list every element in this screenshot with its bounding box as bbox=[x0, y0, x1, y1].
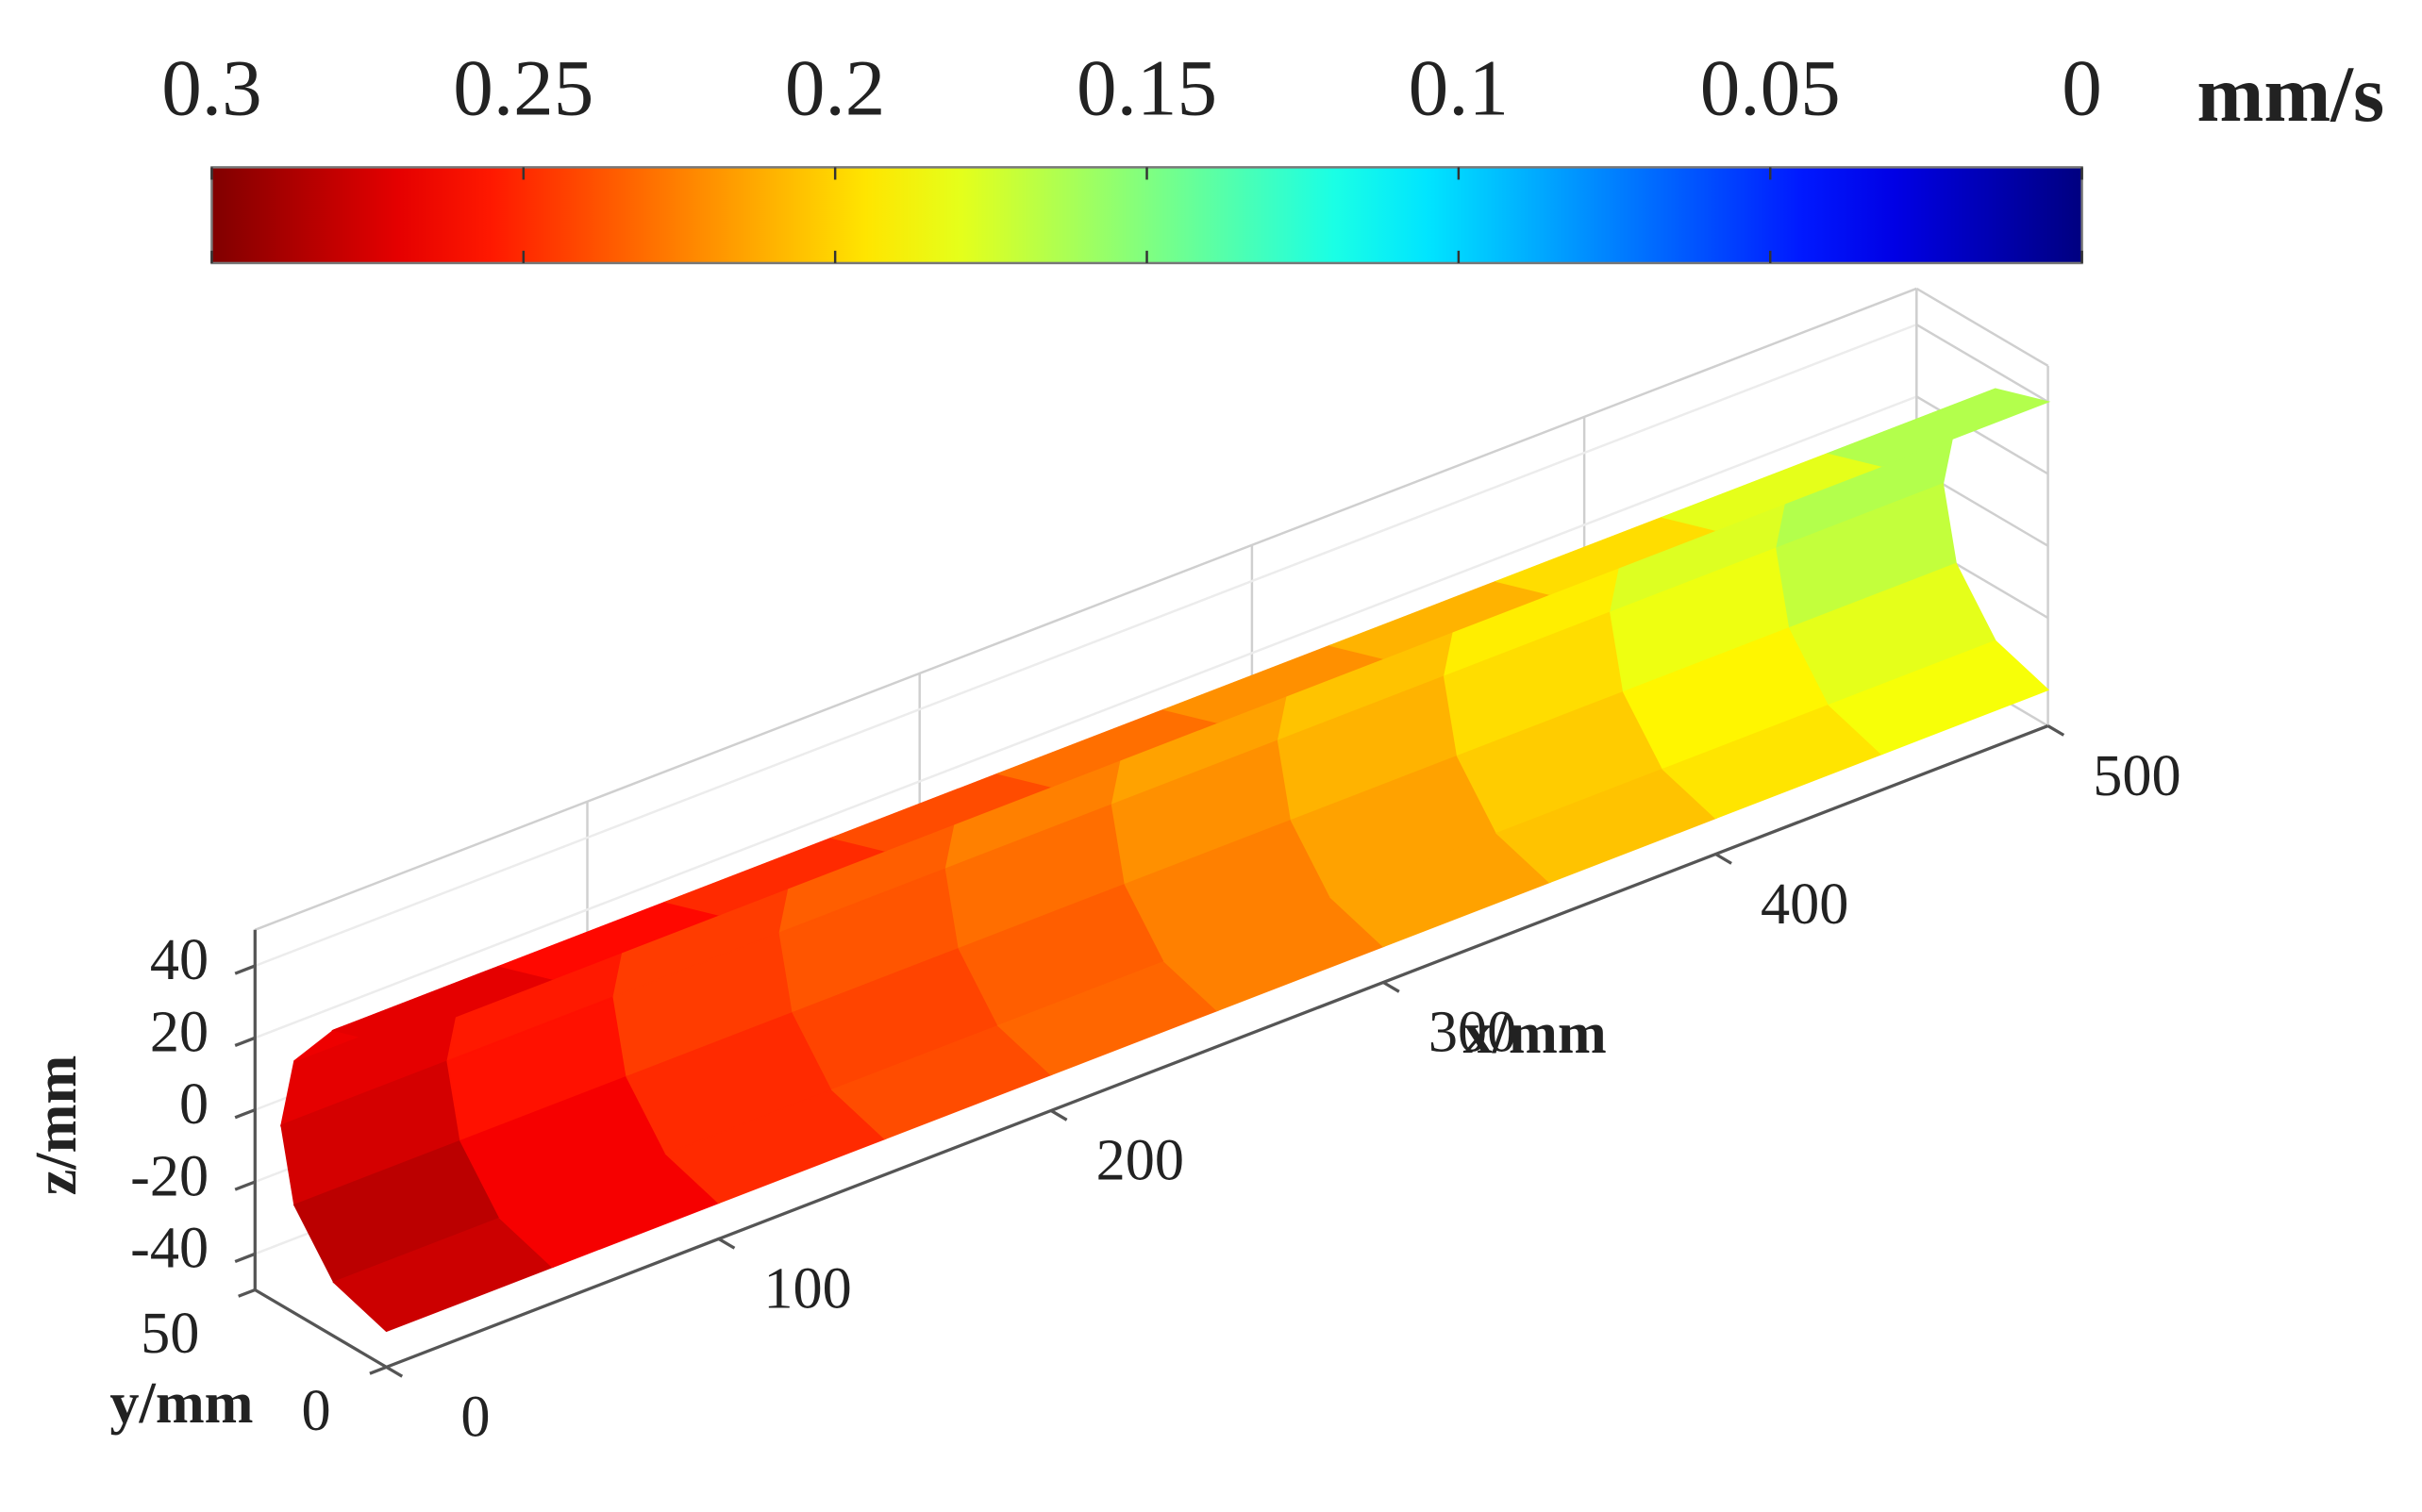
grid-line bbox=[254, 395, 1917, 1039]
colorbar: 0.3 0.25 0.2 0.15 0.1 0.05 0 mm/s bbox=[161, 44, 2384, 265]
colorbar-scale bbox=[210, 166, 2083, 265]
box-edge bbox=[1915, 287, 2049, 367]
x-tick-label: 500 bbox=[2093, 744, 2180, 808]
x-tick-label: 100 bbox=[763, 1257, 851, 1321]
grid-line bbox=[254, 323, 1917, 968]
z-tick-label: -40 bbox=[130, 1217, 209, 1281]
y-axis-title: y/mm bbox=[109, 1371, 253, 1436]
y-tick bbox=[369, 1365, 388, 1375]
box-edge bbox=[254, 287, 1917, 931]
colorbar-tick-label: 0.15 bbox=[1077, 44, 1217, 133]
x-tick bbox=[1714, 853, 1732, 865]
y-tick-label: 50 bbox=[141, 1302, 199, 1366]
colorbar-tick-label: 0.25 bbox=[453, 44, 593, 133]
axes: 0 100 200 300 400 500 0 50 -40 -20 0 20 40 x/mm y/mm z/… bbox=[25, 724, 2181, 1450]
colorbar-title: mm/s bbox=[2197, 50, 2384, 139]
x-tick-label: 300 bbox=[1428, 1001, 1516, 1065]
z-tick bbox=[234, 964, 256, 975]
y-tick-label: 0 bbox=[301, 1379, 330, 1443]
z-tick bbox=[234, 1180, 256, 1191]
colorbar-tick-label: 0 bbox=[2062, 44, 2102, 133]
x-tick bbox=[717, 1238, 736, 1250]
z-tick-label: -20 bbox=[130, 1144, 209, 1208]
z-tick bbox=[234, 1252, 256, 1264]
grid-line bbox=[1915, 395, 2049, 475]
colorbar-tick-label: 0.2 bbox=[785, 44, 885, 133]
x-tick bbox=[2046, 724, 2065, 737]
grid-line bbox=[1915, 324, 2049, 404]
x-tick-label: 200 bbox=[1096, 1129, 1184, 1193]
z-tick bbox=[234, 1036, 256, 1047]
x-axis-title: x/mm bbox=[1463, 1002, 1607, 1066]
z-tick-label: 0 bbox=[179, 1072, 209, 1137]
x-tick bbox=[385, 1365, 404, 1378]
z-tick bbox=[234, 1108, 256, 1120]
z-tick-label: 40 bbox=[150, 928, 209, 992]
z-tick-label: 20 bbox=[150, 1001, 209, 1065]
colorbar-tick-label: 0.1 bbox=[1409, 44, 1509, 133]
x-axis bbox=[385, 724, 2049, 1369]
y-axis bbox=[254, 1288, 388, 1369]
y-tick bbox=[238, 1288, 256, 1298]
x-tick bbox=[1382, 981, 1400, 993]
colorbar-tick-label: 0.3 bbox=[161, 44, 261, 133]
colorbar-tick-label: 0.05 bbox=[1700, 44, 1841, 133]
x-tick-label: 400 bbox=[1761, 872, 1848, 937]
surface-cell bbox=[1827, 388, 2051, 467]
x-tick bbox=[1050, 1109, 1068, 1122]
surface bbox=[280, 388, 2051, 1333]
z-axis-title: z/mm bbox=[25, 1055, 89, 1196]
x-tick-label: 0 bbox=[460, 1386, 490, 1450]
surface-cell bbox=[1828, 640, 2050, 756]
